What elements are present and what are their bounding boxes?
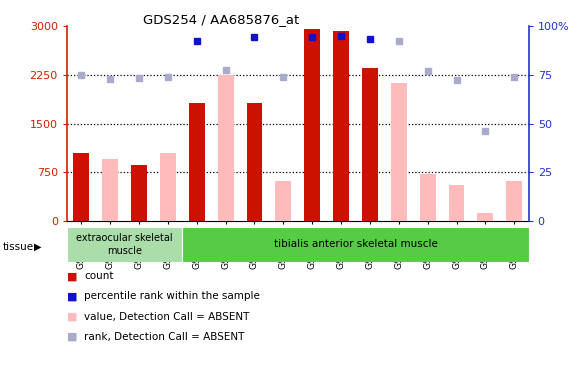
Text: ■: ■: [67, 332, 77, 342]
Bar: [218, 75, 234, 221]
Bar: [102, 160, 118, 221]
Bar: [362, 68, 378, 221]
Bar: [275, 181, 291, 221]
Text: tibialis anterior skeletal muscle: tibialis anterior skeletal muscle: [274, 239, 437, 249]
Text: ■: ■: [67, 291, 77, 302]
Bar: [333, 31, 349, 221]
Text: percentile rank within the sample: percentile rank within the sample: [84, 291, 260, 302]
Bar: [246, 102, 263, 221]
Text: ■: ■: [67, 271, 77, 281]
Text: GDS254 / AA685876_at: GDS254 / AA685876_at: [143, 13, 299, 26]
Text: extraocular skeletal
muscle: extraocular skeletal muscle: [76, 233, 173, 255]
Bar: [419, 174, 436, 221]
Bar: [304, 29, 320, 221]
Bar: [506, 181, 522, 221]
Bar: [449, 185, 464, 221]
Bar: [160, 153, 176, 221]
Bar: [73, 153, 89, 221]
Text: value, Detection Call = ABSENT: value, Detection Call = ABSENT: [84, 311, 250, 322]
Bar: [478, 213, 493, 221]
Bar: [182, 227, 529, 262]
Bar: [189, 102, 205, 221]
Text: ▶: ▶: [34, 242, 41, 252]
Bar: [131, 165, 147, 221]
Text: count: count: [84, 271, 114, 281]
Text: rank, Detection Call = ABSENT: rank, Detection Call = ABSENT: [84, 332, 245, 342]
Text: tissue: tissue: [3, 242, 34, 252]
Text: ■: ■: [67, 311, 77, 322]
Bar: [67, 227, 182, 262]
Bar: [391, 83, 407, 221]
